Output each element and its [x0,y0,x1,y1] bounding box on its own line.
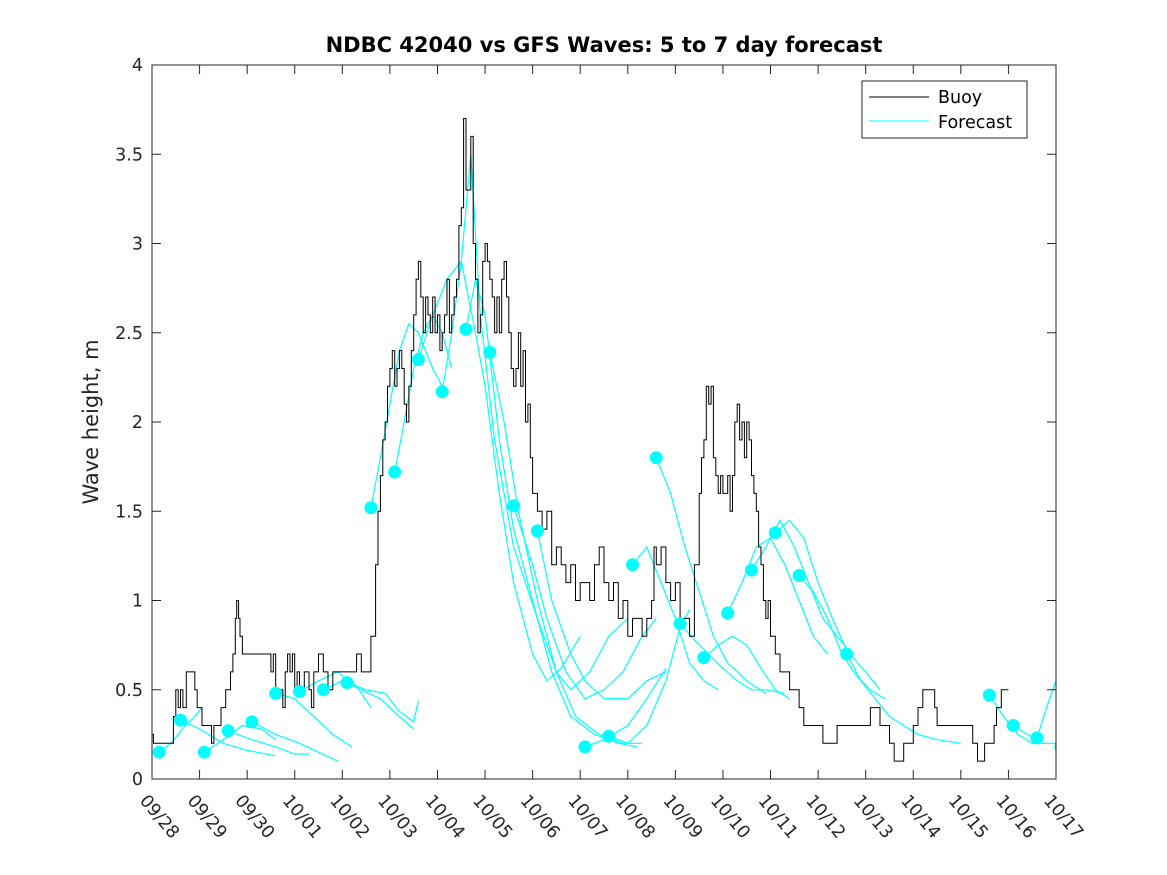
forecast-marker-11 [411,353,425,366]
forecast-line-0 [158,707,203,753]
forecast-marker-26 [792,569,806,582]
forecast-marker-1 [174,713,187,727]
forecast-line-17 [584,667,667,748]
forecast-line-9 [370,322,443,508]
y-tick-label-8: 4 [132,56,143,76]
forecast-line-23 [727,537,829,655]
y-tick-label-6: 3 [132,235,143,255]
forecast-marker-30 [1030,731,1044,745]
forecast-marker-7 [316,683,330,697]
forecast-marker-22 [697,651,711,665]
forecast-marker-27 [840,647,854,661]
forecast-line-16 [536,530,667,700]
forecast-marker-0 [152,745,166,759]
forecast-line-15 [513,505,657,700]
forecast-marker-28 [982,688,996,702]
forecast-marker-29 [1006,719,1020,732]
legend: Buoy Forecast [861,80,1028,139]
y-tick-label-7: 3.5 [115,145,143,165]
y-tick-label-2: 1 [132,592,143,612]
forecast-line-8 [346,682,419,723]
forecast-marker-23 [721,606,735,620]
legend-box [861,80,1028,139]
forecast-marker-10 [388,465,402,479]
forecast-line-2 [203,724,277,753]
forecast-marker-9 [364,501,378,515]
forecast-line-14 [489,352,643,744]
forecast-marker-20 [649,451,663,465]
forecast-marker-17 [578,740,592,754]
plot-area [152,118,1056,762]
y-axis-ticks: 0 0.5 1 1.5 2 2.5 3 3.5 4 [115,56,1056,790]
forecast-marker-13 [459,322,473,336]
forecast-line-21 [679,623,785,694]
forecast-line-5 [275,692,353,748]
forecast-marker-5 [269,686,283,700]
forecast-marker-6 [293,685,306,698]
forecast-line-4 [251,721,338,762]
forecast-line-27 [846,653,961,744]
forecast-marker-15 [507,499,521,513]
chart-title: NDBC 42040 vs GFS Waves: 5 to 7 day fore… [326,33,883,57]
forecast-line-24 [750,518,852,655]
y-tick-label-3: 1.5 [115,502,143,522]
forecast-marker-2 [197,745,211,759]
forecast-line-22 [703,635,790,700]
forecast-marker-4 [245,715,259,729]
forecast-line-12 [441,154,629,691]
forecast-line-7 [323,680,415,730]
legend-buoy-label: Buoy [938,88,982,108]
forecast-marker-12 [435,385,449,399]
forecast-marker-16 [530,524,544,538]
forecast-marker-8 [340,676,354,690]
forecast-marker-21 [673,617,687,631]
forecast-line-1 [180,719,276,757]
y-tick-label-0: 0 [132,770,143,790]
y-tick-label-1: 0.5 [115,681,143,701]
forecast-marker-25 [768,526,782,540]
y-tick-label-5: 2.5 [115,324,143,344]
forecast-marker-24 [745,563,758,577]
forecast-line-20 [655,457,767,694]
forecast-line-25 [774,519,881,691]
forecast-line-11 [417,260,581,682]
forecast-line-3 [227,730,309,755]
forecast-line-19 [632,545,719,691]
forecast-marker-19 [626,558,639,572]
forecast-marker-3 [221,724,235,738]
y-axis-label: Wave height, m [79,339,103,504]
legend-forecast-label: Forecast [938,113,1012,133]
y-tick-label-4: 2 [132,413,143,433]
forecast-marker-18 [602,729,616,743]
forecast-markers [152,322,1056,759]
forecast-marker-14 [483,345,497,359]
